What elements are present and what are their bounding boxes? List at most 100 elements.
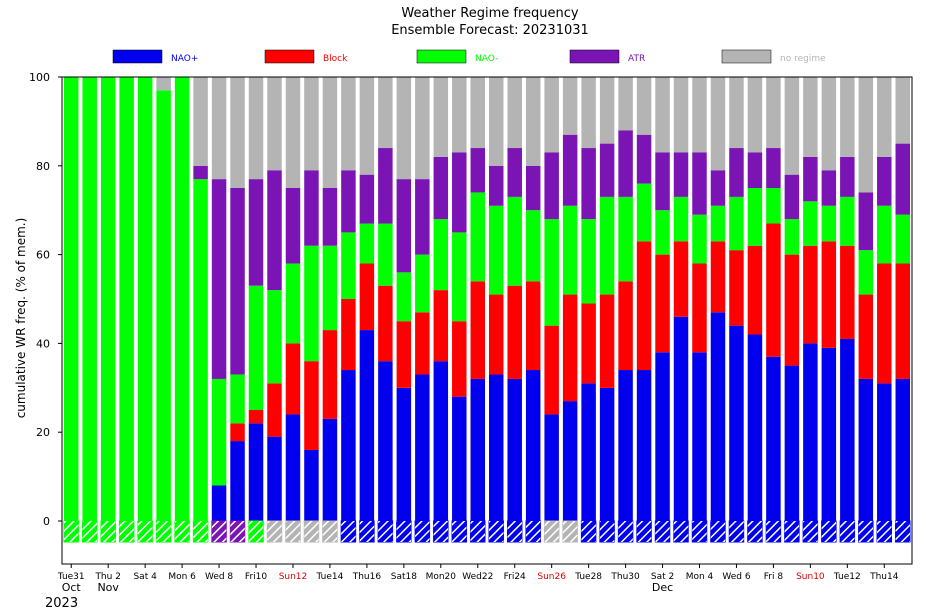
bar-30-no-regime <box>618 77 633 131</box>
chart-subtitle: Ensemble Forecast: 20231031 <box>391 23 589 38</box>
x-tick-label-24: Fri24 <box>504 572 526 582</box>
year-label: 2023 <box>45 596 78 611</box>
bar-29-nao <box>599 387 615 521</box>
legend-label-no-regime: no regime <box>780 54 826 64</box>
bar-12-nao <box>285 263 301 344</box>
bar-38-nao <box>766 188 781 224</box>
dominant-marker-hatch-0 <box>64 521 79 542</box>
bar-22-block <box>470 281 485 379</box>
bar-1-nao <box>82 77 97 521</box>
bar-8-atr <box>211 179 227 379</box>
bar-40-no-regime <box>803 77 818 157</box>
bar-17-block <box>378 285 393 362</box>
dominant-marker-hatch-18 <box>396 521 412 542</box>
bar-11-nao <box>267 436 282 521</box>
legend-swatch-nao <box>112 49 163 64</box>
bar-16-atr <box>359 174 375 224</box>
bar-26-nao <box>544 414 559 521</box>
x-tick-label-14: Tue14 <box>316 572 344 582</box>
bar-31-nao <box>636 183 652 242</box>
bar-25-atr <box>525 165 541 211</box>
bar-44-no-regime <box>877 77 892 157</box>
bar-22-nao <box>470 378 485 521</box>
dominant-marker-hatch-24 <box>507 521 522 542</box>
bar-26-atr <box>544 152 559 220</box>
dominant-marker-hatch-20 <box>433 521 449 542</box>
bar-23-nao <box>489 374 504 521</box>
bar-30-nao <box>618 370 633 521</box>
bar-18-nao <box>396 272 412 322</box>
bar-21-nao <box>452 396 467 521</box>
bar-13-nao <box>304 245 319 362</box>
bar-23-nao <box>489 205 504 295</box>
bar-39-nao <box>784 365 800 521</box>
bar-5-no-regime <box>156 77 171 91</box>
bar-25-block <box>525 281 541 371</box>
dominant-marker-hatch-27 <box>562 521 578 542</box>
bar-44-atr <box>877 156 892 206</box>
x-tick-label-6: Mon 6 <box>168 572 196 582</box>
bar-42-nao <box>840 196 855 246</box>
bar-10-no-regime <box>248 77 264 180</box>
bar-28-atr <box>581 148 596 220</box>
bar-45-nao <box>895 378 910 521</box>
bar-9-nao <box>230 374 245 424</box>
bar-38-no-regime <box>766 77 781 149</box>
bars-group <box>64 77 910 521</box>
legend-swatch-block <box>264 49 315 64</box>
x-tick-label-4: Sat 4 <box>133 572 157 582</box>
bar-15-nao <box>341 370 356 521</box>
bar-44-nao <box>877 205 892 264</box>
bar-39-no-regime <box>784 77 800 175</box>
y-tick-label-100: 100 <box>29 71 50 84</box>
dominant-marker-hatch-26 <box>544 521 559 542</box>
bar-15-block <box>341 299 356 371</box>
bar-43-no-regime <box>858 77 874 193</box>
bar-28-no-regime <box>581 77 596 149</box>
bar-14-nao <box>322 245 338 331</box>
bar-45-no-regime <box>895 77 910 144</box>
bar-11-nao <box>267 290 282 384</box>
x-tick-label-40: Sun10 <box>796 572 825 582</box>
bar-31-atr <box>636 134 652 184</box>
bar-29-block <box>599 294 615 388</box>
bar-9-atr <box>230 188 245 375</box>
bar-20-nao <box>433 361 449 521</box>
month-label-nov: Nov <box>97 581 119 594</box>
bar-34-nao <box>692 214 707 264</box>
dominant-marker-hatch-37 <box>747 521 763 542</box>
y-tick-label-0: 0 <box>43 515 50 528</box>
bar-20-nao <box>433 219 449 291</box>
x-tick-label-0: Tue31 <box>57 572 85 582</box>
bar-11-atr <box>267 170 282 291</box>
bar-17-nao <box>378 361 393 521</box>
dominant-marker-hatch-25 <box>525 521 541 542</box>
bar-33-no-regime <box>673 77 689 153</box>
bar-19-block <box>415 312 430 375</box>
bar-39-atr <box>784 174 800 220</box>
dominant-marker-hatch-41 <box>821 521 837 542</box>
dominant-marker-hatch-39 <box>784 521 800 542</box>
bar-41-atr <box>821 170 837 206</box>
bar-42-atr <box>840 156 855 197</box>
bar-33-nao <box>673 316 689 521</box>
bar-44-block <box>877 263 892 384</box>
bar-7-atr <box>193 165 208 180</box>
bar-18-block <box>396 321 412 388</box>
bar-29-no-regime <box>599 77 615 144</box>
bar-16-nao <box>359 223 375 264</box>
x-tick-label-32: Sat 2 <box>651 572 674 582</box>
bar-27-block <box>562 294 578 402</box>
bar-33-block <box>673 241 689 317</box>
dominant-marker-hatch-8 <box>211 521 227 542</box>
x-tick-label-20: Mon20 <box>426 572 457 582</box>
bar-13-block <box>304 361 319 450</box>
bar-21-no-regime <box>452 77 467 153</box>
legend-swatch-nao <box>416 49 467 64</box>
bar-33-nao <box>673 196 689 242</box>
bar-20-atr <box>433 156 449 220</box>
bar-24-no-regime <box>507 77 522 149</box>
bar-43-block <box>858 294 874 379</box>
bar-26-nao <box>544 219 559 326</box>
dominant-marker-hatch-33 <box>673 521 689 542</box>
